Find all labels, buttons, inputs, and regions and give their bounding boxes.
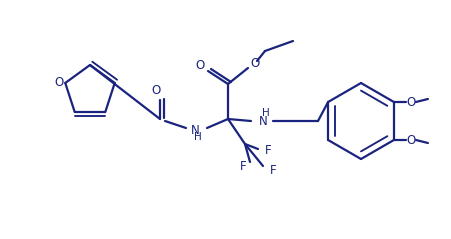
Text: N: N — [258, 114, 267, 127]
Text: F: F — [269, 164, 276, 178]
Text: N: N — [190, 125, 199, 137]
Text: O: O — [405, 96, 414, 109]
Text: O: O — [151, 83, 160, 97]
Text: O: O — [195, 59, 204, 71]
Text: F: F — [264, 145, 271, 158]
Text: F: F — [239, 161, 246, 174]
Text: H: H — [262, 108, 269, 118]
Text: O: O — [55, 76, 64, 89]
Text: H: H — [193, 132, 202, 142]
Text: O: O — [250, 56, 259, 70]
Text: O: O — [405, 134, 414, 147]
